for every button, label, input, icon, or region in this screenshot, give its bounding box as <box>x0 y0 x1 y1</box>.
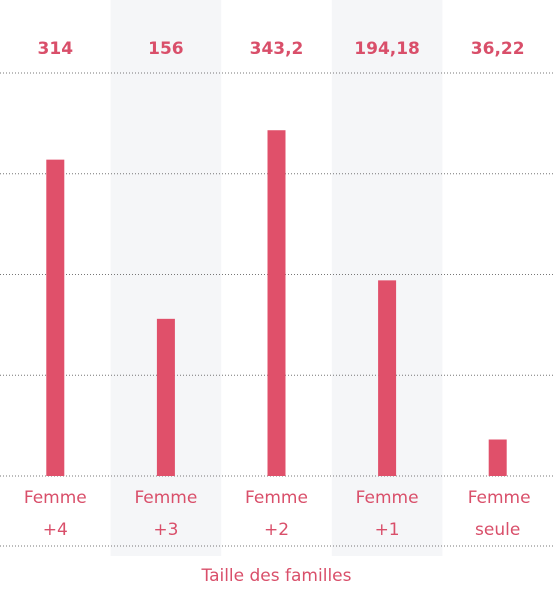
value-label: 194,18 <box>354 39 420 59</box>
x-axis-label: Taille des familles <box>201 566 352 586</box>
x-tick-label: Femme +2 <box>245 488 308 540</box>
bar <box>488 439 507 476</box>
bar <box>46 159 65 476</box>
value-label: 36,22 <box>471 39 525 59</box>
x-tick-label: Femme seule <box>467 488 531 540</box>
value-label: 343,2 <box>250 39 304 59</box>
bar <box>156 318 175 476</box>
x-tick-label: Femme +4 <box>23 488 87 540</box>
value-label: 314 <box>38 39 74 59</box>
x-tick-label: Femme +3 <box>134 488 198 540</box>
x-tick-label: Femme +1 <box>355 488 419 540</box>
value-label: 156 <box>148 39 184 59</box>
bar <box>378 280 397 476</box>
bar <box>267 130 286 476</box>
